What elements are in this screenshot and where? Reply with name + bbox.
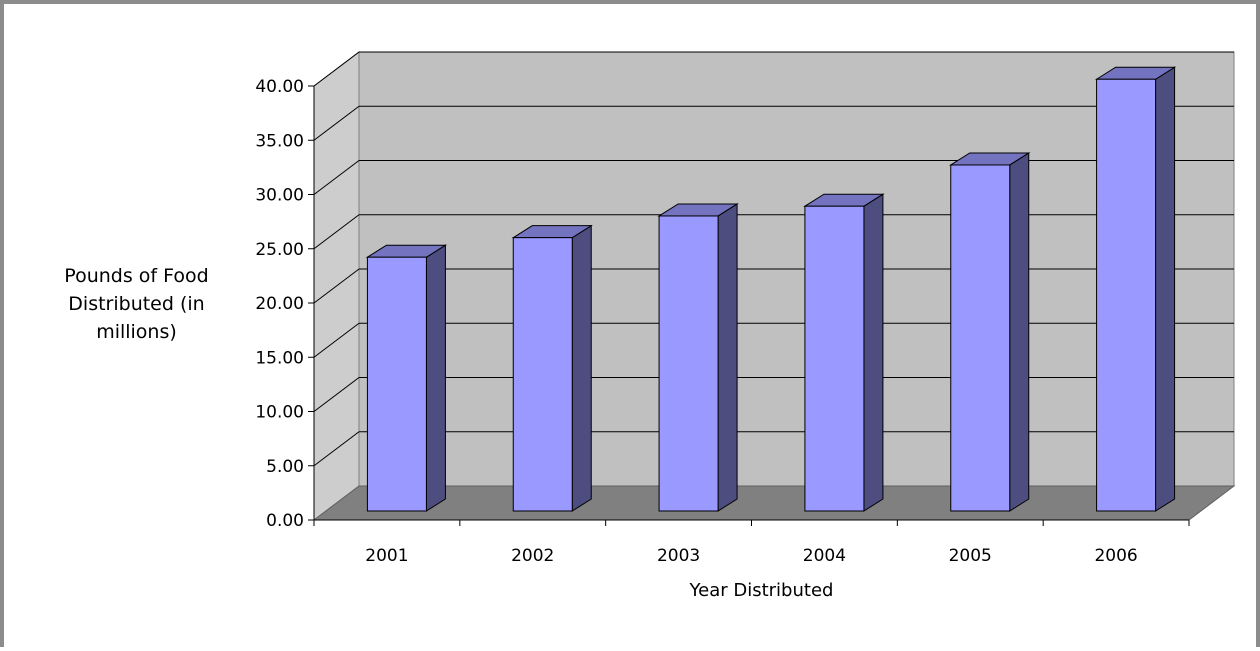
x-tick-label: 2001 [365, 546, 408, 566]
bar-front [950, 164, 1011, 512]
bar-2001 [365, 244, 448, 512]
bar-front [512, 237, 573, 512]
gridline-side [313, 214, 360, 250]
y-tick-label: 35.00 [255, 131, 304, 151]
bar-2004 [803, 193, 885, 512]
gridline-side [313, 160, 360, 195]
gridline-side [313, 268, 360, 304]
x-tick-label: 2004 [803, 546, 846, 566]
x-tick-label: 2006 [1094, 546, 1137, 566]
x-tick-label: 2002 [511, 546, 554, 566]
bar-front [804, 205, 865, 512]
y-tick-label: 30.00 [255, 186, 304, 206]
y-axis-title: Pounds of Food Distributed (in millions) [64, 265, 209, 343]
y-tick-label: 5.00 [266, 457, 304, 477]
floor [312, 485, 1236, 521]
x-axis-title: Year Distributed [689, 580, 834, 601]
y-tick-label: 0.00 [266, 511, 304, 531]
x-tick-label: 2005 [949, 546, 992, 566]
bar-chart: 0.00 5.00 10.00 15.00 20.00 25.00 30.00 35.00 40… [255, 50, 1236, 601]
x-tick-label: 2003 [657, 546, 700, 566]
bar-side [425, 244, 446, 512]
bar-2002 [511, 224, 593, 512]
bar-2005 [949, 152, 1031, 512]
bar-front [1096, 78, 1157, 512]
gridline-side [313, 377, 360, 412]
y-tick-label: 15.00 [255, 348, 304, 368]
bar-side [1009, 152, 1030, 512]
y-tick-label: 20.00 [255, 294, 304, 314]
bar-2003 [657, 203, 739, 512]
y-tick-label: 10.00 [255, 403, 304, 423]
y-tick-label: 25.00 [255, 240, 304, 260]
gridline-side [313, 431, 360, 467]
y-tick-label: 40.00 [255, 77, 304, 97]
bar-front [658, 215, 719, 512]
gridline-side [313, 322, 360, 358]
bar-2006 [1094, 66, 1177, 512]
bar-front [366, 256, 427, 512]
gridline-side [313, 51, 360, 87]
bar-side [1155, 66, 1176, 512]
bar-side [571, 224, 592, 512]
gridline-side [313, 105, 360, 141]
bar-side [717, 203, 738, 512]
bar-side [863, 193, 884, 512]
